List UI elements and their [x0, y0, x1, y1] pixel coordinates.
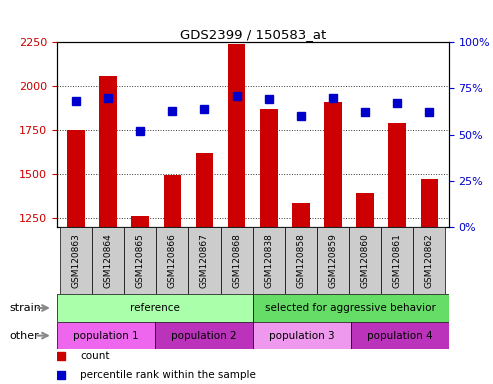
Text: count: count	[80, 351, 110, 361]
Bar	[317, 227, 349, 294]
Bar	[252, 322, 351, 349]
Bar	[57, 322, 155, 349]
Text: GSM120864: GSM120864	[104, 233, 112, 288]
Text: GSM120862: GSM120862	[425, 233, 434, 288]
Text: selected for aggressive behavior: selected for aggressive behavior	[265, 303, 436, 313]
Text: reference: reference	[130, 303, 179, 313]
Text: GSM120838: GSM120838	[264, 233, 273, 288]
Text: other: other	[10, 331, 39, 341]
Text: GSM120867: GSM120867	[200, 233, 209, 288]
Bar	[60, 227, 92, 294]
Bar	[292, 203, 310, 227]
Bar	[381, 227, 413, 294]
Bar	[349, 227, 381, 294]
Text: GSM120858: GSM120858	[296, 233, 305, 288]
Text: population 2: population 2	[171, 331, 237, 341]
Bar	[220, 227, 253, 294]
Bar	[188, 227, 220, 294]
Text: GSM120860: GSM120860	[360, 233, 370, 288]
Bar	[324, 102, 342, 227]
Text: strain: strain	[10, 303, 41, 313]
Bar	[164, 175, 181, 227]
Bar	[92, 227, 124, 294]
Text: population 4: population 4	[367, 331, 432, 341]
Text: GSM120865: GSM120865	[136, 233, 145, 288]
Text: GSM120866: GSM120866	[168, 233, 177, 288]
Bar	[388, 123, 406, 227]
Text: GSM120861: GSM120861	[393, 233, 402, 288]
Text: GSM120863: GSM120863	[71, 233, 80, 288]
Title: GDS2399 / 150583_at: GDS2399 / 150583_at	[179, 28, 326, 41]
Bar	[67, 130, 85, 227]
Bar	[99, 76, 117, 227]
Bar	[351, 322, 449, 349]
Bar	[156, 227, 188, 294]
Bar	[252, 294, 449, 322]
Bar	[228, 44, 246, 227]
Bar	[124, 227, 156, 294]
Text: percentile rank within the sample: percentile rank within the sample	[80, 370, 256, 380]
Bar	[260, 109, 278, 227]
Text: population 1: population 1	[73, 331, 139, 341]
Text: GSM120868: GSM120868	[232, 233, 241, 288]
Bar	[132, 217, 149, 227]
Bar	[413, 227, 445, 294]
Bar	[57, 294, 252, 322]
Bar	[356, 193, 374, 227]
Text: population 3: population 3	[269, 331, 334, 341]
Text: GSM120859: GSM120859	[328, 233, 338, 288]
Bar	[155, 322, 252, 349]
Bar	[421, 179, 438, 227]
Bar	[196, 153, 213, 227]
Bar	[253, 227, 285, 294]
Bar	[285, 227, 317, 294]
